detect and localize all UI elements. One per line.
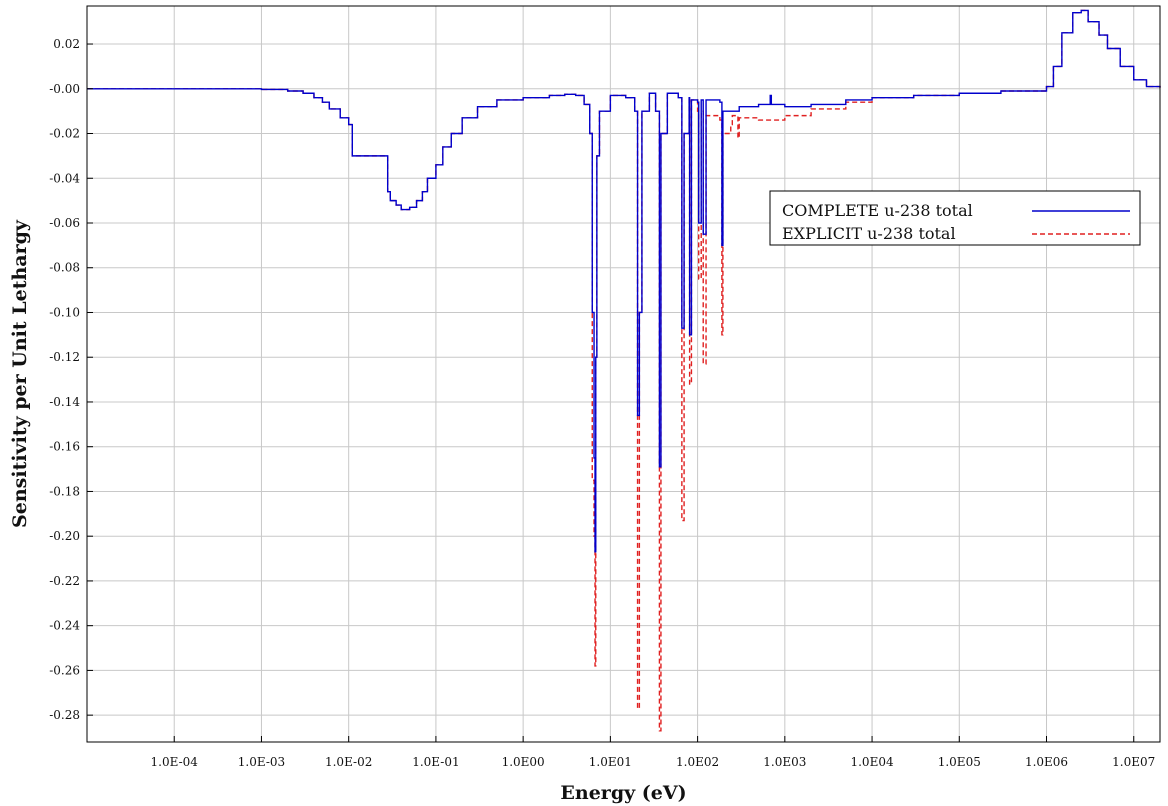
series-layer — [87, 9, 1161, 732]
y-tick-label: -0.12 — [49, 350, 80, 364]
y-tick-label: -0.26 — [49, 663, 80, 677]
y-tick-label: -0.28 — [49, 708, 80, 722]
x-tick-label: 1.0E01 — [589, 755, 632, 769]
x-axis-title: Energy (eV) — [560, 782, 686, 804]
x-tick-label: 1.0E07 — [1112, 755, 1155, 769]
legend-label: EXPLICIT u-238 total — [782, 224, 956, 243]
series-line-complete — [87, 9, 1161, 553]
y-tick-label: -0.02 — [49, 127, 80, 141]
legend: COMPLETE u-238 total EXPLICIT u-238 total — [769, 190, 1141, 246]
x-tick-label: 1.0E06 — [1025, 755, 1068, 769]
y-tick-label: -0.24 — [49, 619, 80, 633]
plot-frame — [86, 5, 1161, 743]
y-tick-label: -0.18 — [49, 484, 80, 498]
x-tick-label: 1.0E-03 — [238, 755, 285, 769]
y-tick-label: -0.08 — [49, 261, 80, 275]
x-axis: 1.0E-04 1.0E-03 1.0E-02 1.0E-01 1.0E00 1.0E01… — [151, 736, 1155, 769]
y-tick-label: -0.14 — [49, 395, 80, 409]
y-tick-label: -0.00 — [49, 82, 80, 96]
y-tick-label: -0.04 — [49, 171, 80, 185]
legend-box — [769, 190, 1141, 246]
x-tick-label: 1.0E-01 — [412, 755, 459, 769]
series-line-explicit — [87, 9, 1161, 732]
y-tick-label: -0.06 — [49, 216, 80, 230]
y-tick-label: -0.16 — [49, 440, 80, 454]
x-tick-label: 1.0E04 — [850, 755, 893, 769]
x-tick-label: 1.0E-02 — [325, 755, 372, 769]
legend-label: COMPLETE u-238 total — [782, 201, 973, 220]
x-tick-label: 1.0E03 — [763, 755, 806, 769]
y-axis: 0.02 -0.00 -0.02 -0.04 -0.06 -0.08 -0.10 -0.12 -… — [49, 37, 93, 722]
x-tick-label: 1.0E05 — [938, 755, 981, 769]
x-tick-label: 1.0E-04 — [151, 755, 199, 769]
y-tick-label: -0.20 — [49, 529, 80, 543]
x-tick-label: 1.0E02 — [676, 755, 719, 769]
y-tick-label: -0.22 — [49, 574, 80, 588]
y-tick-label: -0.10 — [49, 305, 80, 319]
x-tick-label: 1.0E00 — [502, 755, 545, 769]
y-axis-title: Sensitivity per Unit Lethargy — [9, 219, 31, 528]
y-tick-label: 0.02 — [53, 37, 80, 51]
grid — [87, 6, 1160, 742]
